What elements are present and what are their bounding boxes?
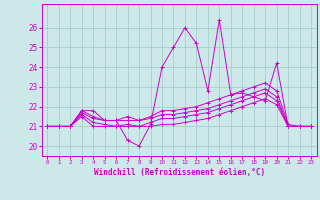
- X-axis label: Windchill (Refroidissement éolien,°C): Windchill (Refroidissement éolien,°C): [94, 168, 265, 177]
